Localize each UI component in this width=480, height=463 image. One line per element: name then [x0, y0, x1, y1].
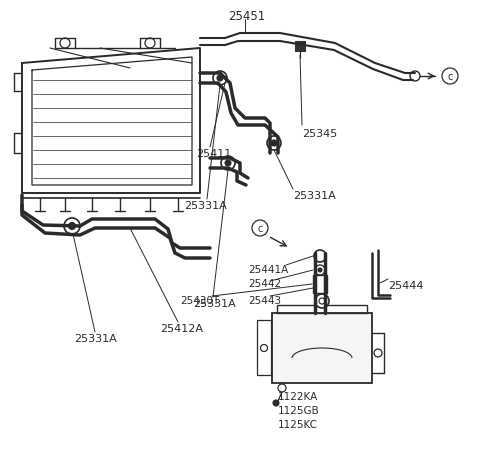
- Text: 25451: 25451: [228, 9, 265, 22]
- Text: 25331A: 25331A: [193, 298, 236, 308]
- Text: c: c: [447, 72, 453, 82]
- Bar: [257, 320, 271, 375]
- Bar: [277, 305, 367, 313]
- Circle shape: [225, 161, 231, 167]
- Circle shape: [374, 349, 382, 357]
- Text: 1125KC: 1125KC: [278, 419, 318, 429]
- Circle shape: [442, 69, 458, 85]
- Text: 25412A: 25412A: [160, 323, 203, 333]
- Circle shape: [318, 269, 322, 272]
- Circle shape: [278, 384, 286, 392]
- Circle shape: [60, 39, 70, 49]
- Bar: [272, 313, 372, 383]
- Circle shape: [252, 220, 268, 237]
- Text: 25411: 25411: [196, 149, 231, 159]
- Text: 1125GB: 1125GB: [278, 405, 320, 415]
- Text: 25345: 25345: [302, 129, 337, 139]
- Circle shape: [410, 72, 420, 82]
- Circle shape: [315, 294, 329, 308]
- Text: 25331A: 25331A: [293, 191, 336, 200]
- Circle shape: [314, 250, 326, 263]
- Circle shape: [319, 298, 325, 304]
- Text: 25430T: 25430T: [180, 295, 219, 305]
- Circle shape: [69, 223, 75, 230]
- Text: 25441A: 25441A: [248, 264, 288, 275]
- Circle shape: [64, 219, 80, 234]
- Circle shape: [271, 141, 277, 147]
- Circle shape: [315, 265, 325, 275]
- Text: 25331A: 25331A: [184, 200, 227, 211]
- Text: 25331A: 25331A: [74, 333, 117, 343]
- Circle shape: [145, 39, 155, 49]
- Text: c: c: [257, 224, 263, 233]
- Circle shape: [221, 156, 235, 171]
- Circle shape: [261, 345, 267, 352]
- Text: 1122KA: 1122KA: [278, 391, 318, 401]
- Text: 25442: 25442: [248, 278, 281, 288]
- Circle shape: [273, 400, 279, 406]
- Bar: [295, 42, 305, 52]
- Text: 25443: 25443: [248, 295, 281, 305]
- Circle shape: [217, 76, 223, 82]
- Text: 25444: 25444: [388, 281, 423, 290]
- Bar: [313, 275, 327, 294]
- Circle shape: [213, 72, 227, 86]
- Circle shape: [267, 137, 281, 150]
